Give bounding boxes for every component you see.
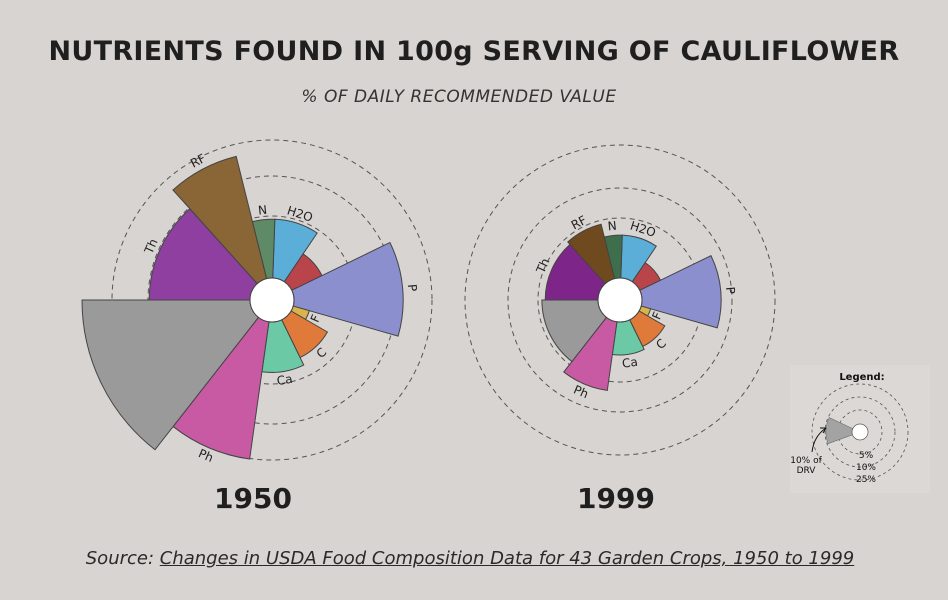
sector-label-Ph: Ph <box>571 383 590 402</box>
sector-label-F: F <box>649 310 665 322</box>
center-hole <box>249 277 295 323</box>
legend-center <box>851 423 869 441</box>
sector-label-P: P <box>723 286 738 294</box>
sector-label-Ca: Ca <box>621 355 639 371</box>
legend-ring <box>811 383 909 481</box>
sector-label-Ph: Ph <box>196 446 215 465</box>
sector-label-Th: Th <box>533 256 552 276</box>
legend-ring-label: 25% <box>856 475 876 485</box>
legend-arrow <box>811 427 827 453</box>
sector-label-RF: RF <box>569 213 589 233</box>
legend-annotation-line: DRV <box>797 466 817 476</box>
sector-label-C: C <box>653 336 669 352</box>
source-link[interactable]: Changes in USDA Food Composition Data fo… <box>159 548 855 569</box>
guide-ring <box>507 187 733 413</box>
sector-label-Ca: Ca <box>276 372 294 388</box>
legend-ring-label: 5% <box>859 451 874 461</box>
year-label-1950: 1950 <box>214 482 292 515</box>
legend-annotation-line: 10% of <box>790 456 822 466</box>
year-label-1999: 1999 <box>577 482 655 515</box>
legend-title: Legend: <box>839 372 884 383</box>
sector-label-N: N <box>607 219 617 234</box>
legend-ring <box>824 396 896 468</box>
source-prefix: Source: <box>85 548 160 569</box>
sector-label-RF: RF <box>188 151 208 171</box>
sector-label-Th: Th <box>141 237 160 257</box>
chart-title: NUTRIENTS FOUND IN 100g SERVING OF CAULI… <box>48 36 900 67</box>
sector-label-F: F <box>308 312 324 324</box>
legend-arrowhead-icon <box>820 427 827 434</box>
sector-label-C: C <box>314 345 330 361</box>
source-note: Source: Changes in USDA Food Composition… <box>0 548 940 569</box>
guide-ring <box>111 139 433 461</box>
legend-ring-label: 10% <box>856 463 876 473</box>
sector-label-N: N <box>257 203 267 218</box>
sector-label-P: P <box>405 284 420 292</box>
chart-subtitle: % OF DAILY RECOMMENDED VALUE <box>301 87 617 107</box>
guide-ring <box>464 144 776 456</box>
center-hole <box>597 277 643 323</box>
